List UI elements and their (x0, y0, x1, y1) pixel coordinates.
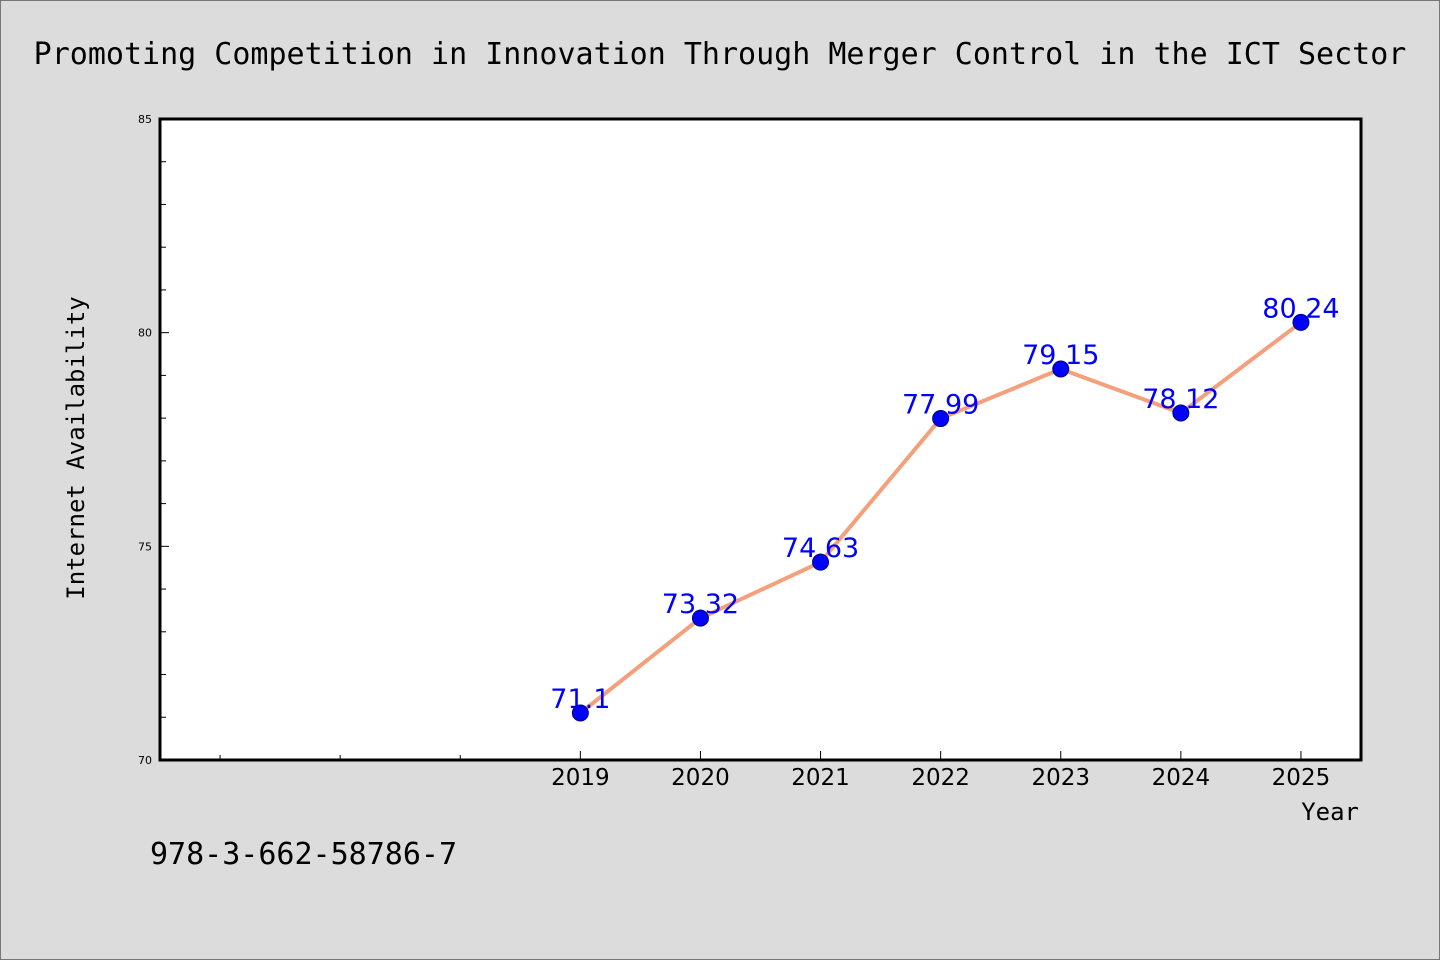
x-tick-label: 2021 (791, 765, 850, 791)
footer-code-text: 978-3-662-58786-7 (150, 837, 457, 872)
data-point-marker (1172, 404, 1190, 422)
x-tick-label: 2022 (911, 765, 970, 791)
y-axis-label: Internet Availability (62, 296, 90, 599)
axis-ticks: 70 75 80 85 2019 2020 2021 2022 2023 2024 2025 (138, 113, 1330, 791)
data-point-marker (1052, 360, 1070, 378)
x-axis-label: Year (1301, 798, 1359, 826)
y-tick-label: 75 (138, 540, 152, 553)
x-tick-label: 2024 (1152, 765, 1211, 791)
y-tick-label: 85 (138, 113, 152, 126)
x-tick-label: 2025 (1272, 765, 1331, 791)
data-point-marker (932, 410, 950, 428)
x-tick-label: 2023 (1031, 765, 1090, 791)
data-point-marker (571, 704, 589, 722)
plot-frame (158, 117, 1363, 762)
data-point-marker (1292, 313, 1310, 331)
data-point-marker (812, 553, 830, 571)
chart-title: Promoting Competition in Innovation Thro… (34, 37, 1407, 72)
x-tick-label: 2020 (671, 765, 730, 791)
y-tick-label: 70 (138, 754, 152, 767)
y-tick-label: 80 (138, 327, 152, 340)
data-point-marker (691, 609, 709, 627)
plot-area (160, 119, 1361, 760)
x-tick-label: 2019 (551, 765, 610, 791)
